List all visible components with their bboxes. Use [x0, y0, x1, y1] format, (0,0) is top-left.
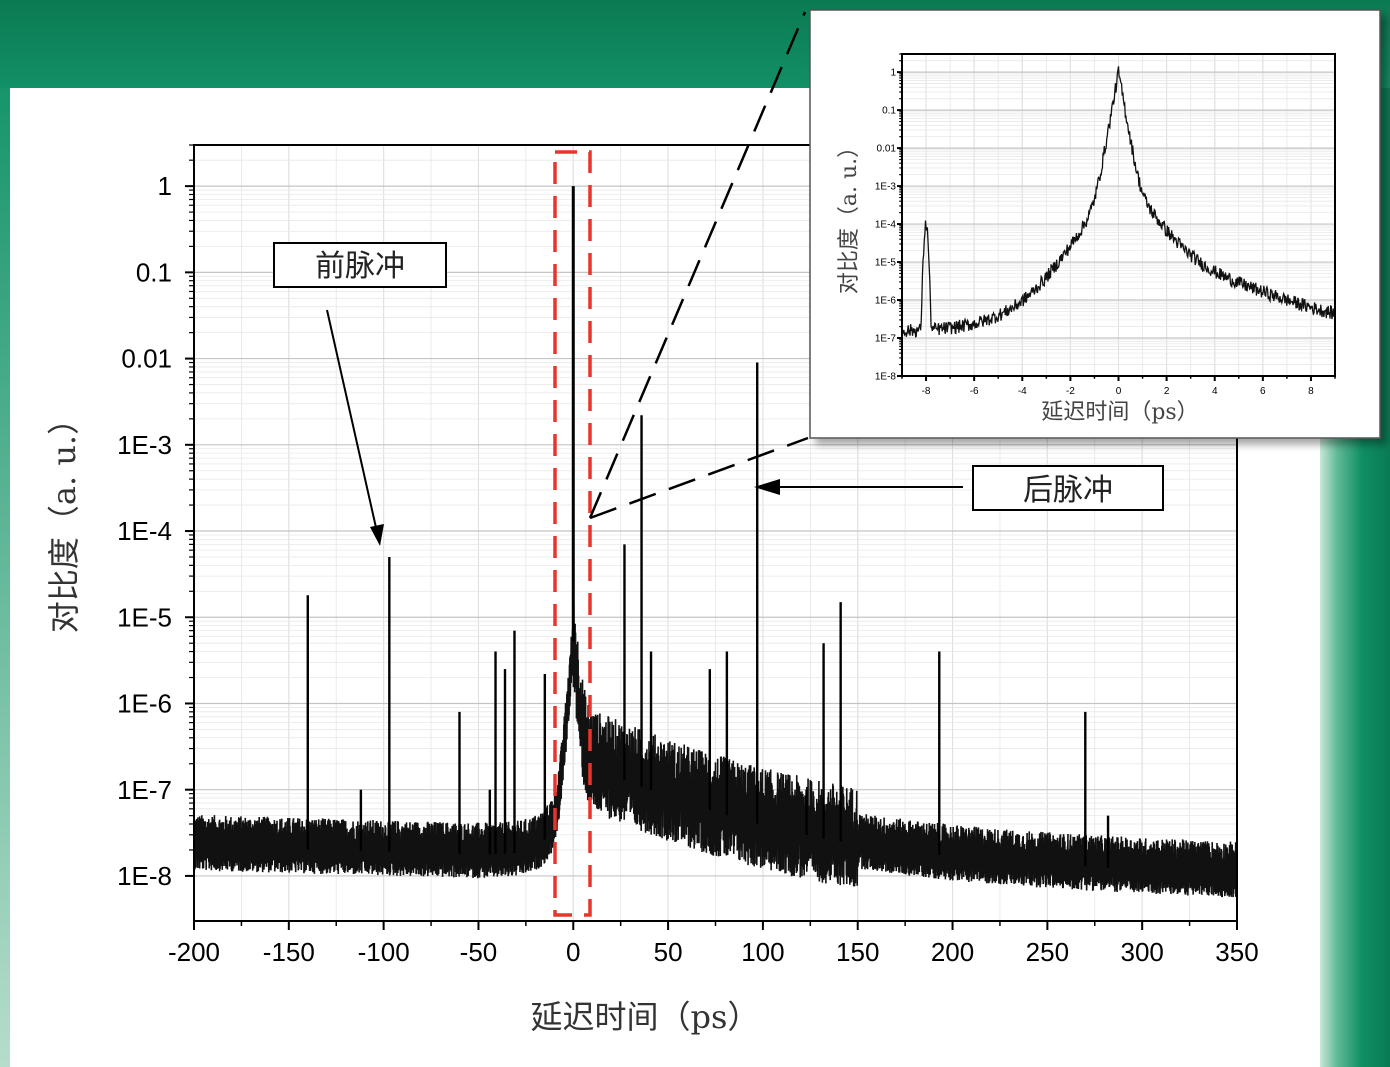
main-noise-trace [194, 602, 1237, 898]
x-tick-label: 2 [1164, 386, 1170, 397]
postpulse-label: 后脉冲 [1023, 473, 1113, 508]
y-tick-label: 0.1 [136, 257, 172, 287]
y-tick-label: 1E-4 [117, 516, 172, 546]
inset-x-axis-label: 延迟时间（ps） [1041, 400, 1198, 425]
x-tick-label: -4 [1018, 386, 1027, 397]
y-tick-label: 1E-7 [875, 334, 897, 345]
inset-y-axis-label: 对比度（a. u.） [837, 136, 862, 294]
y-tick-label: 1E-3 [875, 182, 897, 193]
x-tick-label: -2 [1066, 386, 1075, 397]
x-tick-label: 4 [1212, 386, 1218, 397]
y-tick-label: 1E-5 [117, 602, 172, 632]
x-tick-label: 8 [1308, 386, 1314, 397]
main-x-axis-label: 延迟时间（ps） [531, 998, 760, 1036]
prepulse-arrow [326, 309, 378, 533]
x-tick-label: 0 [566, 937, 580, 967]
x-tick-label: -200 [168, 937, 220, 967]
inset-y-tick-labels: 1E-8 1E-7 1E-6 1E-5 1E-4 1E-3 0.01 0.1 1 [875, 68, 897, 383]
y-tick-label: 1E-5 [875, 258, 897, 269]
x-tick-label: -8 [922, 386, 931, 397]
y-tick-label: 1E-6 [875, 296, 897, 307]
x-tick-label: 0 [1116, 386, 1122, 397]
y-tick-label: 0.1 [882, 106, 896, 117]
y-tick-label: 1E-3 [117, 430, 172, 460]
y-tick-label: 1E-4 [875, 220, 897, 231]
x-tick-label: 200 [931, 937, 974, 967]
main-x-tick-labels: -200 -150 -100 -50 0 50 100 150 200 250 300 350 [168, 937, 1259, 967]
prepulse-arrow-head [370, 524, 384, 546]
inset-trace-line [902, 66, 1335, 338]
x-tick-label: -150 [263, 937, 315, 967]
y-tick-label: 0.01 [877, 144, 897, 155]
y-tick-label: 1 [158, 171, 172, 201]
inset-x-tick-labels: -8 -6 -4 -2 0 2 4 6 8 [922, 386, 1315, 397]
prepulse-label-box [273, 242, 447, 288]
prepulse-label: 前脉冲 [315, 249, 405, 284]
main-y-axis-label: 对比度（a. u.） [45, 403, 83, 633]
zoom-connector-lower [589, 436, 809, 520]
x-tick-label: -6 [970, 386, 979, 397]
y-tick-label: 1 [890, 68, 896, 79]
x-tick-label: 300 [1120, 937, 1163, 967]
x-tick-label: 6 [1260, 386, 1266, 397]
y-tick-label: 1E-8 [875, 372, 897, 383]
x-tick-label: 250 [1026, 937, 1069, 967]
postpulse-label-box [972, 465, 1164, 511]
main-ticks [185, 144, 1238, 930]
zoom-connector-upper [588, 11, 807, 519]
main-y-tick-labels: 1E-8 1E-7 1E-6 1E-5 1E-4 1E-3 0.01 0.1 1 [117, 171, 172, 891]
zoom-region-box [553, 150, 592, 917]
x-tick-label: 150 [836, 937, 879, 967]
inset-trace [902, 66, 1335, 338]
y-tick-label: 1E-8 [117, 861, 172, 891]
x-tick-label: -100 [358, 937, 410, 967]
x-tick-label: 50 [654, 937, 683, 967]
y-tick-label: 1E-7 [117, 775, 172, 805]
inset-ticks [897, 53, 1336, 381]
x-tick-label: 350 [1215, 937, 1258, 967]
x-tick-label: -50 [460, 937, 498, 967]
x-tick-label: 100 [741, 937, 784, 967]
main-trace [194, 186, 1237, 898]
background-band-left [0, 88, 10, 1067]
postpulse-arrow-head [754, 479, 780, 495]
y-tick-label: 1E-6 [117, 689, 172, 719]
y-tick-label: 0.01 [121, 344, 172, 374]
